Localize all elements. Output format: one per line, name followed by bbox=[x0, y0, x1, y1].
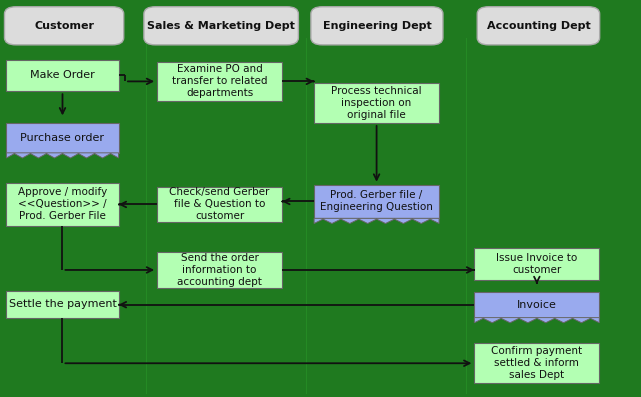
FancyBboxPatch shape bbox=[6, 123, 119, 153]
Text: Customer: Customer bbox=[34, 21, 94, 31]
FancyBboxPatch shape bbox=[314, 83, 439, 123]
Text: Send the order
information to
accounting dept: Send the order information to accounting… bbox=[177, 253, 262, 287]
Text: Prod. Gerber file /
Engineering Question: Prod. Gerber file / Engineering Question bbox=[320, 191, 433, 212]
FancyBboxPatch shape bbox=[157, 187, 282, 222]
FancyBboxPatch shape bbox=[157, 62, 282, 101]
Polygon shape bbox=[474, 318, 599, 323]
FancyBboxPatch shape bbox=[6, 183, 119, 226]
FancyBboxPatch shape bbox=[474, 343, 599, 383]
Text: Check/send Gerber
file & Question to
customer: Check/send Gerber file & Question to cus… bbox=[169, 187, 270, 222]
FancyBboxPatch shape bbox=[4, 7, 124, 45]
FancyBboxPatch shape bbox=[474, 292, 599, 318]
Text: Approve / modify
<<Question>> /
Prod. Gerber File: Approve / modify <<Question>> / Prod. Ge… bbox=[18, 187, 107, 222]
Text: Accounting Dept: Accounting Dept bbox=[487, 21, 590, 31]
FancyBboxPatch shape bbox=[6, 60, 119, 91]
FancyBboxPatch shape bbox=[311, 7, 443, 45]
FancyBboxPatch shape bbox=[474, 248, 599, 280]
Text: Sales & Marketing Dept: Sales & Marketing Dept bbox=[147, 21, 295, 31]
Text: Examine PO and
transfer to related
departments: Examine PO and transfer to related depar… bbox=[172, 64, 267, 98]
Text: Make Order: Make Order bbox=[30, 70, 95, 81]
Text: Issue Invoice to
customer: Issue Invoice to customer bbox=[496, 253, 578, 275]
FancyBboxPatch shape bbox=[477, 7, 600, 45]
Polygon shape bbox=[6, 153, 119, 158]
FancyBboxPatch shape bbox=[6, 291, 119, 318]
FancyBboxPatch shape bbox=[157, 252, 282, 288]
Text: Invoice: Invoice bbox=[517, 300, 557, 310]
Text: Process technical
inspection on
original file: Process technical inspection on original… bbox=[331, 86, 422, 120]
FancyBboxPatch shape bbox=[314, 185, 439, 218]
Text: Confirm payment
settled & inform
sales Dept: Confirm payment settled & inform sales D… bbox=[491, 346, 583, 380]
Polygon shape bbox=[314, 218, 439, 224]
FancyBboxPatch shape bbox=[144, 7, 299, 45]
Text: Purchase order: Purchase order bbox=[21, 133, 104, 143]
Text: Engineering Dept: Engineering Dept bbox=[322, 21, 431, 31]
Text: Settle the payment: Settle the payment bbox=[8, 299, 117, 309]
